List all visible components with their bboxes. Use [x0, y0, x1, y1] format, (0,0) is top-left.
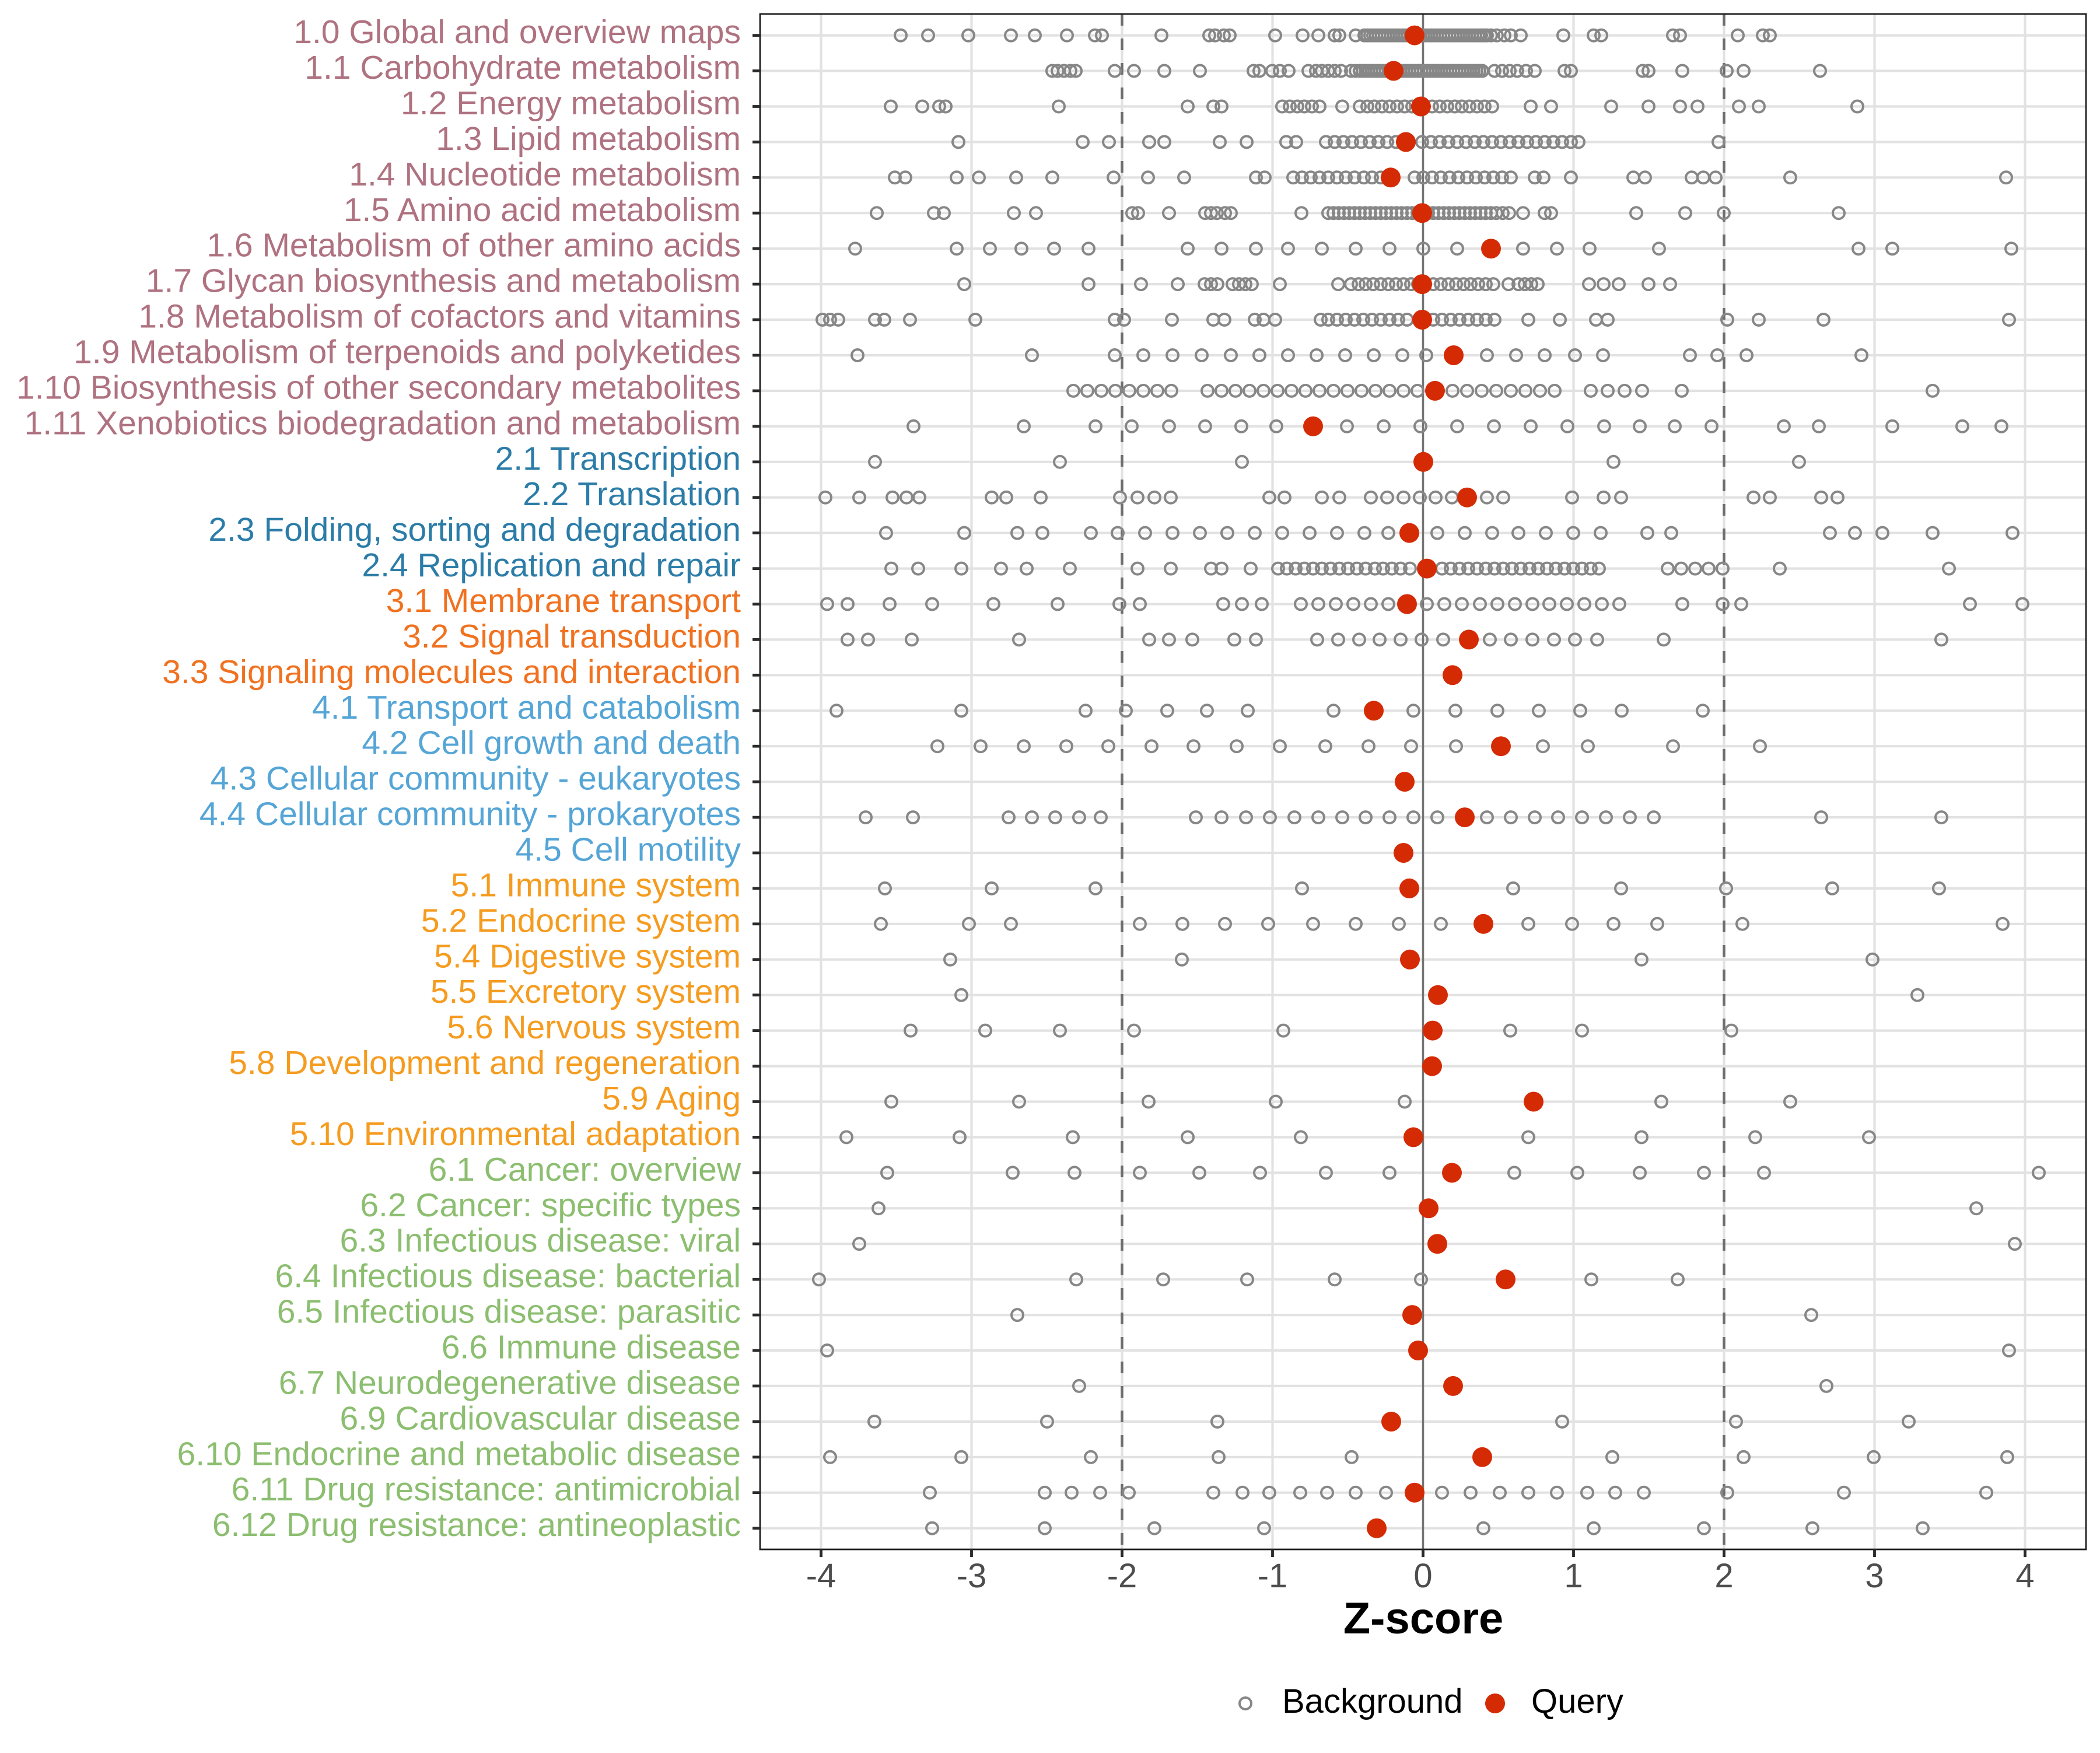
- svg-text:5.4 Digestive system: 5.4 Digestive system: [434, 937, 741, 975]
- svg-text:Query: Query: [1531, 1682, 1623, 1720]
- svg-text:6.10 Endocrine and metabolic d: 6.10 Endocrine and metabolic disease: [177, 1435, 741, 1472]
- svg-text:-2: -2: [1107, 1557, 1138, 1595]
- svg-text:4.1 Transport and catabolism: 4.1 Transport and catabolism: [312, 689, 741, 726]
- svg-text:5.5 Excretory system: 5.5 Excretory system: [430, 973, 741, 1010]
- svg-text:6.3 Infectious disease: viral: 6.3 Infectious disease: viral: [340, 1222, 741, 1259]
- svg-text:1.6 Metabolism of other amino: 1.6 Metabolism of other amino acids: [206, 227, 741, 264]
- svg-text:6.2 Cancer: specific types: 6.2 Cancer: specific types: [360, 1187, 741, 1224]
- svg-text:4.5 Cell motility: 4.5 Cell motility: [516, 831, 741, 869]
- svg-text:6.11 Drug resistance: antimicr: 6.11 Drug resistance: antimicrobial: [232, 1471, 741, 1508]
- svg-text:4: 4: [2015, 1557, 2034, 1595]
- svg-text:1: 1: [1564, 1557, 1583, 1595]
- svg-text:3.2 Signal transduction: 3.2 Signal transduction: [402, 618, 741, 655]
- svg-text:5.6 Nervous system: 5.6 Nervous system: [447, 1009, 741, 1046]
- svg-text:-3: -3: [957, 1557, 987, 1595]
- svg-text:2.3 Folding, sorting and degra: 2.3 Folding, sorting and degradation: [208, 511, 741, 548]
- svg-text:6.1 Cancer: overview: 6.1 Cancer: overview: [429, 1151, 741, 1188]
- svg-text:6.5 Infectious disease: parasi: 6.5 Infectious disease: parasitic: [277, 1293, 741, 1331]
- svg-text:1.5 Amino acid metabolism: 1.5 Amino acid metabolism: [344, 191, 741, 229]
- svg-text:-4: -4: [806, 1557, 836, 1595]
- svg-text:3: 3: [1865, 1557, 1884, 1595]
- svg-text:-1: -1: [1258, 1557, 1288, 1595]
- svg-text:5.10 Environmental adaptation: 5.10 Environmental adaptation: [290, 1115, 741, 1153]
- svg-text:1.2 Energy metabolism: 1.2 Energy metabolism: [401, 85, 741, 122]
- svg-text:1.8 Metabolism of cofactors an: 1.8 Metabolism of cofactors and vitamins: [138, 298, 741, 335]
- svg-text:2.2 Translation: 2.2 Translation: [523, 475, 741, 513]
- svg-text:4.2 Cell growth and death: 4.2 Cell growth and death: [362, 725, 741, 762]
- svg-text:1.0 Global and overview maps: 1.0 Global and overview maps: [293, 13, 741, 51]
- svg-text:1.10 Biosynthesis of other sec: 1.10 Biosynthesis of other secondary met…: [16, 369, 741, 406]
- svg-text:Background: Background: [1282, 1682, 1463, 1720]
- svg-text:Z-score: Z-score: [1343, 1594, 1504, 1643]
- svg-text:4.4 Cellular community - proka: 4.4 Cellular community - prokaryotes: [200, 796, 741, 833]
- svg-text:1.1 Carbohydrate metabolism: 1.1 Carbohydrate metabolism: [304, 49, 741, 86]
- svg-text:5.2 Endocrine system: 5.2 Endocrine system: [421, 902, 741, 939]
- svg-text:6.9 Cardiovascular disease: 6.9 Cardiovascular disease: [340, 1399, 741, 1437]
- svg-text:6.6 Immune disease: 6.6 Immune disease: [442, 1329, 741, 1366]
- svg-text:1.4 Nucleotide metabolism: 1.4 Nucleotide metabolism: [349, 156, 741, 193]
- svg-text:1.3 Lipid metabolism: 1.3 Lipid metabolism: [436, 120, 741, 158]
- svg-text:3.3 Signaling molecules and in: 3.3 Signaling molecules and interaction: [162, 653, 741, 691]
- svg-text:5.8 Development and regenerati: 5.8 Development and regeneration: [229, 1044, 741, 1082]
- svg-text:0: 0: [1413, 1557, 1432, 1595]
- svg-text:5.1 Immune system: 5.1 Immune system: [451, 866, 741, 904]
- svg-text:4.3 Cellular community - eukar: 4.3 Cellular community - eukaryotes: [211, 760, 741, 797]
- svg-text:3.1 Membrane transport: 3.1 Membrane transport: [386, 582, 741, 620]
- svg-text:6.7 Neurodegenerative disease: 6.7 Neurodegenerative disease: [279, 1364, 741, 1401]
- svg-text:1.7 Glycan biosynthesis and me: 1.7 Glycan biosynthesis and metabolism: [146, 263, 741, 300]
- svg-text:1.11 Xenobiotics biodegradatio: 1.11 Xenobiotics biodegradation and meta…: [24, 404, 741, 442]
- svg-text:2.1 Transcription: 2.1 Transcription: [495, 440, 741, 477]
- svg-text:5.9 Aging: 5.9 Aging: [602, 1080, 741, 1117]
- svg-text:2.4 Replication and repair: 2.4 Replication and repair: [362, 547, 741, 584]
- svg-text:1.9 Metabolism of terpenoids a: 1.9 Metabolism of terpenoids and polyket…: [74, 334, 741, 371]
- svg-text:6.12 Drug resistance: antineop: 6.12 Drug resistance: antineoplastic: [212, 1506, 741, 1544]
- svg-text:6.4 Infectious disease: bacter: 6.4 Infectious disease: bacterial: [275, 1258, 741, 1295]
- svg-text:2: 2: [1714, 1557, 1733, 1595]
